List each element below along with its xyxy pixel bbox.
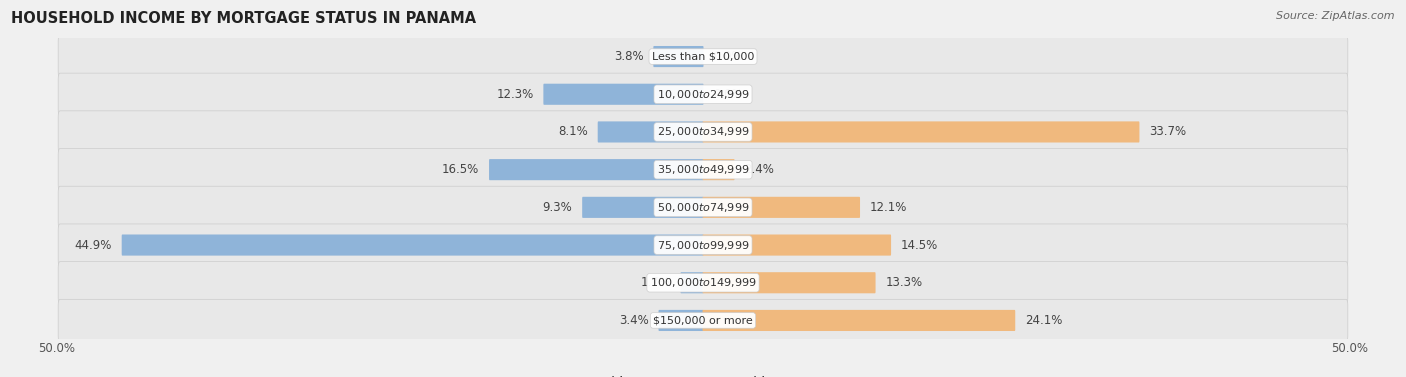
Text: 13.3%: 13.3% [886,276,922,289]
FancyBboxPatch shape [58,111,1348,153]
Text: $150,000 or more: $150,000 or more [654,316,752,325]
Text: 16.5%: 16.5% [441,163,479,176]
Text: 8.1%: 8.1% [558,126,588,138]
Text: Source: ZipAtlas.com: Source: ZipAtlas.com [1277,11,1395,21]
Text: 12.1%: 12.1% [870,201,907,214]
Text: 24.1%: 24.1% [1025,314,1063,327]
FancyBboxPatch shape [489,159,703,180]
Text: $25,000 to $34,999: $25,000 to $34,999 [657,126,749,138]
Text: 3.8%: 3.8% [614,50,644,63]
FancyBboxPatch shape [58,35,1348,78]
Text: $50,000 to $74,999: $50,000 to $74,999 [657,201,749,214]
Text: 44.9%: 44.9% [75,239,112,251]
FancyBboxPatch shape [58,224,1348,266]
Text: Less than $10,000: Less than $10,000 [652,52,754,61]
FancyBboxPatch shape [582,197,703,218]
FancyBboxPatch shape [703,159,734,180]
Text: 14.5%: 14.5% [901,239,938,251]
Text: $100,000 to $149,999: $100,000 to $149,999 [650,276,756,289]
FancyBboxPatch shape [703,234,891,256]
FancyBboxPatch shape [703,310,1015,331]
Text: 33.7%: 33.7% [1149,126,1187,138]
FancyBboxPatch shape [58,262,1348,304]
Text: 9.3%: 9.3% [543,201,572,214]
FancyBboxPatch shape [703,272,876,293]
FancyBboxPatch shape [703,121,1139,143]
FancyBboxPatch shape [58,73,1348,115]
FancyBboxPatch shape [598,121,703,143]
Text: 0.0%: 0.0% [713,50,742,63]
FancyBboxPatch shape [543,84,703,105]
FancyBboxPatch shape [658,310,703,331]
Text: $35,000 to $49,999: $35,000 to $49,999 [657,163,749,176]
FancyBboxPatch shape [58,186,1348,228]
Text: HOUSEHOLD INCOME BY MORTGAGE STATUS IN PANAMA: HOUSEHOLD INCOME BY MORTGAGE STATUS IN P… [11,11,477,26]
Text: 12.3%: 12.3% [496,88,533,101]
Text: $10,000 to $24,999: $10,000 to $24,999 [657,88,749,101]
FancyBboxPatch shape [654,46,703,67]
FancyBboxPatch shape [58,299,1348,342]
Text: 1.7%: 1.7% [641,276,671,289]
FancyBboxPatch shape [58,149,1348,191]
Text: 2.4%: 2.4% [744,163,775,176]
Text: 0.0%: 0.0% [713,88,742,101]
Legend: Without Mortgage, With Mortgage: Without Mortgage, With Mortgage [572,371,834,377]
FancyBboxPatch shape [703,197,860,218]
FancyBboxPatch shape [681,272,703,293]
Text: $75,000 to $99,999: $75,000 to $99,999 [657,239,749,251]
Text: 3.4%: 3.4% [619,314,648,327]
FancyBboxPatch shape [122,234,703,256]
